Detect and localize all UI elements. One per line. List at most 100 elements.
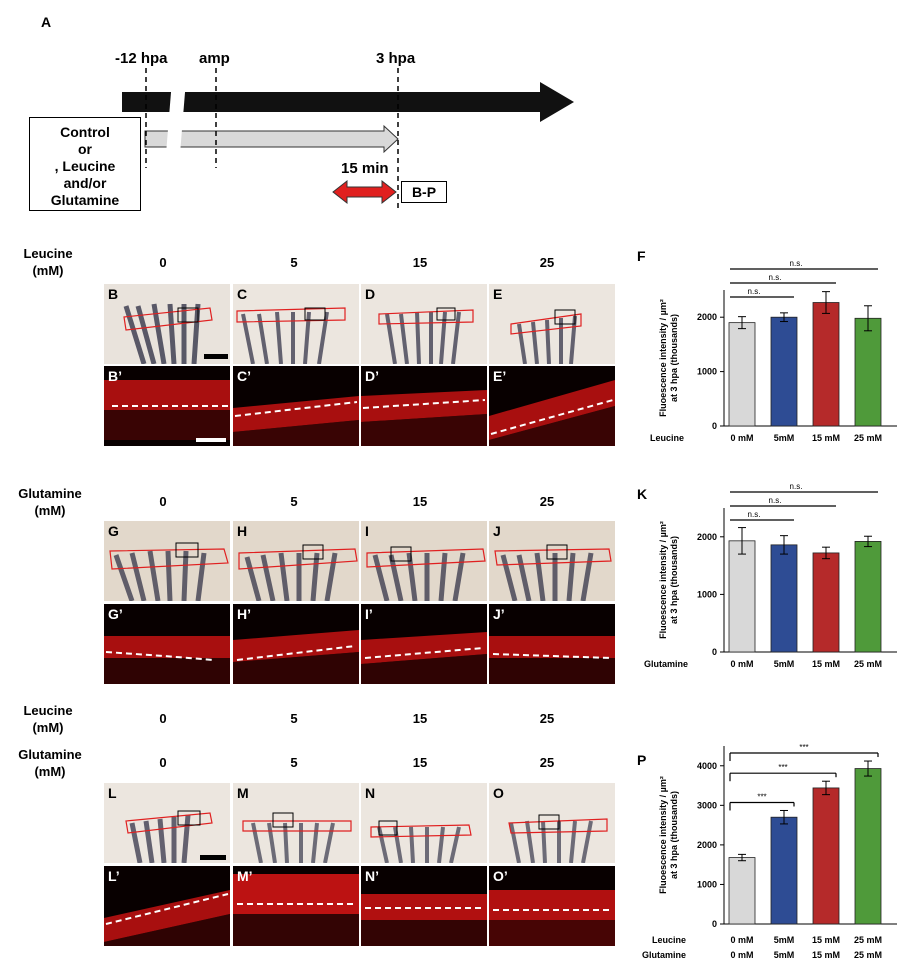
photo-label-O: O (493, 785, 504, 801)
bp-box: B-P (401, 181, 447, 203)
photo-label-J-prime: J’ (493, 606, 505, 622)
y-tick-label: 1000 (697, 367, 717, 377)
photo-G-prime: G’ (104, 604, 230, 684)
amputation-break (166, 80, 186, 154)
photo-H: H (233, 521, 359, 601)
significance-label: n.s. (769, 496, 782, 505)
photo-label-D-prime: D’ (365, 368, 379, 384)
photo-I: I (361, 521, 487, 601)
photo-C: C (233, 284, 359, 364)
row1-conc-1: 5 (290, 255, 298, 270)
photo-label-B: B (108, 286, 119, 302)
category-row-title: Glutamine (642, 950, 686, 960)
treatment-box: Control or , Leucine and/or Glutamine (29, 117, 141, 211)
photo-label-B-prime: B’ (108, 368, 122, 384)
y-tick-label: 0 (712, 421, 717, 431)
chart-label-K: K (637, 486, 648, 502)
y-axis-label-line1: Fluoescence intensity / µm² (658, 776, 668, 894)
chart-P: 0 1000 2000 3000 4000 Fluoescence intensity /… (642, 743, 897, 960)
panel-a-label: A (41, 14, 52, 30)
bar-1 (770, 816, 798, 925)
y-axis-label-line2: at 3 hpa (thousands) (669, 536, 679, 624)
y-tick-label: 1000 (697, 589, 717, 599)
y-tick-label: 1000 (697, 879, 717, 889)
photo-label-L-prime: L’ (108, 868, 120, 884)
y-axis-label-line1: Fluoescence intensity / µm² (658, 521, 668, 639)
treatment-line-5: Glutamine (50, 192, 120, 208)
bar-1 (770, 316, 798, 427)
y-tick-label: 2000 (697, 532, 717, 542)
photo-O: O (489, 783, 615, 863)
row3-conc-b-1: 5 (290, 755, 298, 770)
row3-conc-b-3: 25 (539, 755, 555, 770)
category-label: 5mM (774, 950, 795, 960)
row1-axis-label-line2: (mM) (32, 263, 64, 278)
significance-label: n.s. (748, 510, 761, 519)
chart-F: 0 1000 2000 Fluoescence intensity / µm² at 3… (650, 259, 897, 443)
gray-treatment-arrow (144, 124, 399, 154)
row2-conc-2: 15 (412, 494, 428, 509)
row2-conc-3: 25 (539, 494, 555, 509)
category-label: 0 mM (730, 935, 753, 945)
row2-conc-0: 0 (159, 494, 167, 509)
photo-label-G-prime: G’ (108, 606, 123, 622)
y-tick-label: 0 (712, 919, 717, 929)
photo-E-prime: E’ (489, 366, 615, 446)
photo-label-N-prime: N’ (365, 868, 379, 884)
row2-axis-label: Glutamine (mM) (12, 485, 88, 519)
row1-axis-label: Leucine (mM) (18, 245, 78, 279)
category-row-title: Leucine (650, 433, 684, 443)
y-tick-label: 4000 (697, 761, 717, 771)
photo-I-prime: I’ (361, 604, 487, 684)
category-label: 15 mM (812, 950, 840, 960)
red-duration-arrow (332, 179, 397, 205)
photo-label-N: N (365, 785, 376, 801)
row3-axis-label-a: Leucine (mM) (18, 702, 78, 736)
bar-3 (854, 768, 882, 925)
photo-M-prime: M’ (233, 866, 359, 946)
photo-B-prime: B’ (104, 366, 230, 446)
row3-axis-label-a-line1: Leucine (23, 703, 73, 718)
timepoint-amp: amp (199, 50, 230, 67)
bar-2 (812, 787, 840, 925)
category-label: 0 mM (730, 659, 753, 669)
treatment-line-2: or (78, 141, 92, 157)
row3-axis-label-b-line1: Glutamine (18, 747, 82, 762)
y-axis-label-line1: Fluoescence intensity / µm² (658, 299, 668, 417)
y-tick-label: 2000 (697, 840, 717, 850)
row2-conc-1: 5 (290, 494, 298, 509)
row3-conc-a-3: 25 (539, 711, 555, 726)
row2-axis-label-line2: (mM) (34, 503, 66, 518)
chart-K: 0 1000 2000 Fluoescence intensity / µm² at 3… (644, 482, 897, 669)
bar-3 (854, 541, 882, 653)
bar-2 (812, 302, 840, 427)
row3-conc-a-2: 15 (412, 711, 428, 726)
category-label: 15 mM (812, 935, 840, 945)
photo-label-G: G (108, 523, 119, 539)
significance-label: *** (799, 743, 808, 752)
chart-label-F: F (637, 248, 646, 264)
photo-label-C: C (237, 286, 248, 302)
bar-1 (770, 544, 798, 653)
category-label: 25 mM (854, 659, 882, 669)
photo-L-prime: L’ (104, 866, 230, 946)
row1-axis-label-line1: Leucine (23, 246, 73, 261)
row1-conc-0: 0 (159, 255, 167, 270)
bar-0 (728, 857, 756, 925)
category-label: 25 mM (854, 935, 882, 945)
photo-label-M: M (237, 785, 249, 801)
category-label: 25 mM (854, 950, 882, 960)
photo-N: N (361, 783, 487, 863)
photo-label-H-prime: H’ (237, 606, 251, 622)
photo-label-L: L (108, 785, 117, 801)
category-row-title: Leucine (652, 935, 686, 945)
photo-label-I-prime: I’ (365, 606, 373, 622)
y-tick-label: 0 (712, 647, 717, 657)
row3-conc-a-1: 5 (290, 711, 298, 726)
photo-O-prime: O’ (489, 866, 615, 946)
treatment-line-3: , Leucine (54, 158, 116, 174)
y-axis-label-line2: at 3 hpa (thousands) (669, 791, 679, 879)
photo-M: M (233, 783, 359, 863)
photo-J-prime: J’ (489, 604, 615, 684)
category-label: 0 mM (730, 950, 753, 960)
